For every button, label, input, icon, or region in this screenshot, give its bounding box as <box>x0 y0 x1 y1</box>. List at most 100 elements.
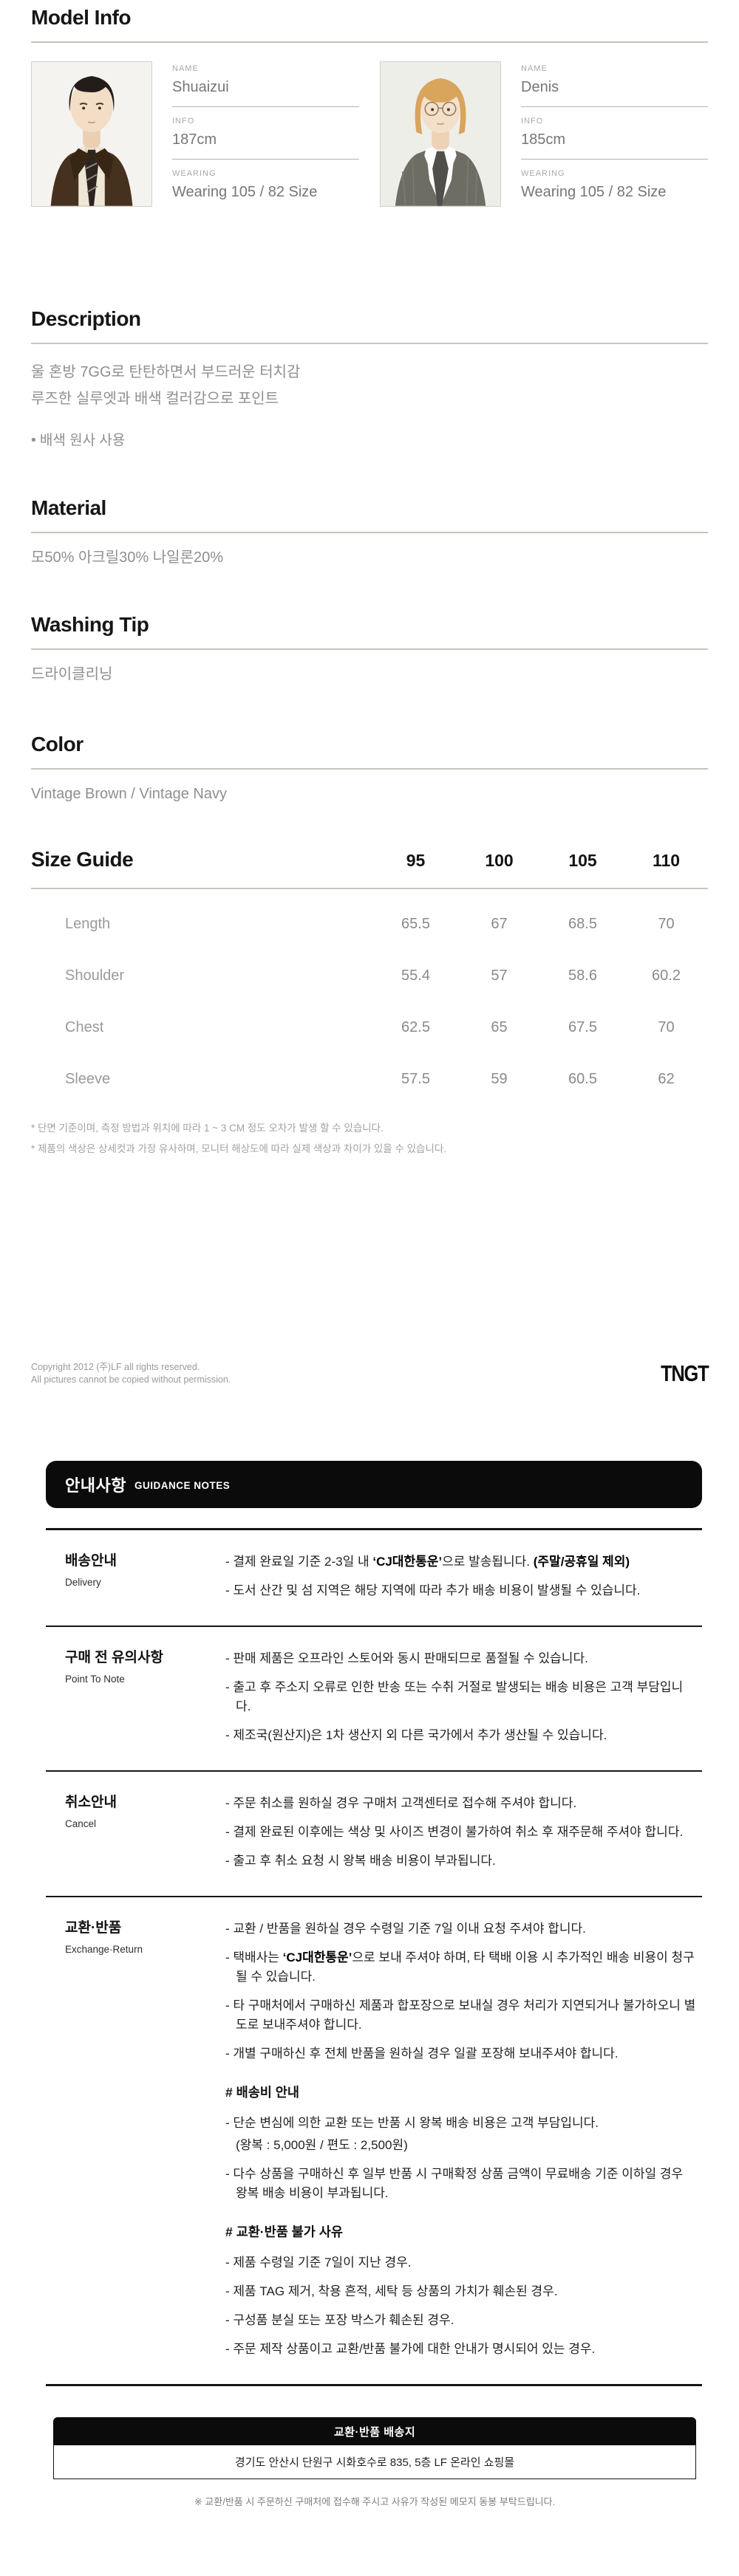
guidance-item: - 제품 TAG 제거, 착용 흔적, 세탁 등 상품의 가치가 훼손된 경우. <box>225 2284 558 2298</box>
model-info-title: Model Info <box>31 6 131 29</box>
section-divider <box>31 343 708 344</box>
size-value: 58.6 <box>568 967 597 984</box>
washing-tip-text: 드라이클리닝 <box>31 666 113 682</box>
return-address-text: 경기도 안산시 단원구 시화호수로 835, 5층 LF 온라인 쇼핑몰 <box>53 2445 696 2479</box>
size-row-chest: Chest 62.5 65 67.5 70 <box>31 1001 708 1053</box>
guidance-item: - 다수 상품을 구매하신 후 일부 반품 시 구매확정 상품 금액이 무료배송… <box>225 2167 684 2200</box>
model-cards: NAME Shuaizui INFO 187cm WEARING Wearing… <box>31 61 708 207</box>
guidance-item: - 구성품 분실 또는 포장 박스가 훼손된 경우. <box>225 2313 454 2327</box>
size-row-shoulder: Shoulder 55.4 57 58.6 60.2 <box>31 950 708 1001</box>
guidance-table: 배송안내 Delivery - 결제 완료일 기준 2-3일 내 ‘CJ대한통운… <box>46 1528 702 2386</box>
field-divider <box>521 106 708 107</box>
size-value: 65 <box>491 1018 508 1035</box>
wearing-label: WEARING <box>521 169 565 178</box>
label-ko: 취소안내 <box>65 1795 117 1810</box>
guidance-row-delivery: 배송안내 Delivery - 결제 완료일 기준 2-3일 내 ‘CJ대한통운… <box>46 1530 702 1627</box>
guidance-item: - 제품 수령일 기준 7일이 지난 경우. <box>225 2255 412 2270</box>
description-line: 루즈한 실루엣과 배색 컬러감으로 포인트 <box>31 391 279 407</box>
guidance-item: - 출고 후 주소지 오류로 인한 반송 또는 수취 거절로 발생되는 배송 비… <box>225 1680 684 1713</box>
material-title: Material <box>31 496 106 519</box>
label-ko: 구매 전 유의사항 <box>65 1650 163 1665</box>
model-name: Shuaizui <box>172 79 229 95</box>
model-wearing-size: Wearing 105 / 82 Size <box>172 184 318 200</box>
size-value: 60.2 <box>652 967 681 984</box>
size-value: 59 <box>491 1070 508 1087</box>
guidance-item: - 택배사는 ‘CJ대한통운’으로 보내 주셔야 하며, 타 택배 이용 시 추… <box>225 1950 695 1984</box>
size-guide-notes: * 단면 기준이며, 측정 방법과 위치에 따라 1 ~ 3 CM 정도 오차가… <box>31 1118 708 1159</box>
guidance-row-label: 취소안내 Cancel <box>65 1794 225 1871</box>
model-photo-denis <box>380 61 501 207</box>
guidance-item: - 주문 제작 상품이고 교환/반품 불가에 대한 안내가 명시되어 있는 경우… <box>225 2342 596 2356</box>
return-note: ※ 교환/반품 시 주문하신 구매처에 접수해 주시고 사유가 작성된 메모지 … <box>194 2496 556 2507</box>
guidance-item: - 타 구매처에서 구매하신 제품과 합포장으로 보내실 경우 처리가 지연되거… <box>225 1998 696 2032</box>
label-ko: 교환·반품 <box>65 1920 122 1936</box>
guidance-row-content: - 판매 제품은 오프라인 스토어와 동시 판매되므로 품절될 수 있습니다. … <box>225 1649 702 1745</box>
size-column-header: 100 <box>485 851 514 870</box>
size-value: 65.5 <box>401 915 430 932</box>
guidance-row-point-to-note: 구매 전 유의사항 Point To Note - 판매 제품은 오프라인 스토… <box>46 1627 702 1772</box>
guidance-item: - 개별 구매하신 후 전체 반품을 원하실 경우 일괄 포장해 보내주셔야 합… <box>225 2046 619 2061</box>
color-title: Color <box>31 733 84 756</box>
return-address-block: 교환·반품 배송지 경기도 안산시 단원구 시화호수로 835, 5층 LF 온… <box>53 2417 696 2508</box>
section-divider <box>31 888 708 889</box>
info-label: INFO <box>172 117 195 126</box>
copyright-row: Copyright 2012 (주)LF all rights reserved… <box>31 1360 709 1387</box>
size-row-label: Sleeve <box>65 1070 111 1087</box>
description-line: 울 혼방 7GG로 탄탄하면서 부드러운 터치감 <box>31 364 301 380</box>
section-divider <box>31 41 708 43</box>
size-value: 67 <box>491 915 508 932</box>
guidance-row-exchange-return: 교환·반품 Exchange·Return - 교환 / 반품을 원하실 경우 … <box>46 1897 702 2384</box>
size-guide-note: * 단면 기준이며, 측정 방법과 위치에 따라 1 ~ 3 CM 정도 오차가… <box>31 1123 384 1134</box>
size-value: 67.5 <box>568 1018 597 1035</box>
size-value: 68.5 <box>568 915 597 932</box>
wearing-label: WEARING <box>172 169 217 178</box>
field-divider <box>521 159 708 160</box>
size-value: 62.5 <box>401 1018 430 1035</box>
size-guide-note: * 제품의 색상은 상세컷과 가장 유사하며, 모니터 해상도에 따라 실제 색… <box>31 1143 447 1154</box>
size-row-length: Length 65.5 67 68.5 70 <box>31 898 708 950</box>
return-address-header: 교환·반품 배송지 <box>53 2417 696 2445</box>
washing-tip-title: Washing Tip <box>31 613 149 636</box>
description-title: Description <box>31 307 141 330</box>
size-guide-title: Size Guide <box>31 848 134 871</box>
guidance-item-continuation: (왕복 : 5,000원 / 편도 : 2,500원) <box>236 2138 408 2152</box>
model-fields: NAME Denis INFO 185cm WEARING Wearing 10… <box>521 61 708 207</box>
size-value: 57 <box>491 967 508 984</box>
guidance-row-label: 배송안내 Delivery <box>65 1552 225 1600</box>
guidance-item: - 교환 / 반품을 원하실 경우 수령일 기준 7일 이내 요청 주셔야 합니… <box>225 1922 586 1936</box>
size-guide-table: Length 65.5 67 68.5 70 Shoulder 55.4 57 … <box>31 898 708 1105</box>
section-divider <box>31 532 708 533</box>
guidance-row-label: 구매 전 유의사항 Point To Note <box>65 1649 225 1745</box>
label-en: Delivery <box>65 1577 101 1588</box>
size-row-sleeve: Sleeve 57.5 59 60.5 62 <box>31 1053 708 1105</box>
label-ko: 배송안내 <box>65 1553 117 1569</box>
size-value: 70 <box>658 1018 675 1035</box>
description-section: Description 울 혼방 7GG로 탄탄하면서 부드러운 터치감 루즈한… <box>31 307 708 451</box>
model-portrait-illustration <box>381 62 500 206</box>
model-name: Denis <box>521 79 559 95</box>
size-column-header: 105 <box>568 851 597 870</box>
guidance-subheading-shipping-fee: # 배송비 안내 <box>225 2085 299 2100</box>
guidance-item: - 결제 완료된 이후에는 색상 및 사이즈 변경이 불가하여 취소 후 재주문… <box>225 1825 684 1839</box>
guidance-item: - 단순 변심에 의한 교환 또는 반품 시 왕복 배송 비용은 고객 부담입니… <box>225 2116 599 2130</box>
size-row-label: Length <box>65 915 111 932</box>
size-value: 55.4 <box>401 967 430 984</box>
description-bullet: • 배색 원사 사용 <box>31 433 126 448</box>
name-label: NAME <box>172 64 199 73</box>
field-divider <box>172 159 359 160</box>
guidance-item: - 도서 산간 및 섬 지역은 해당 지역에 따라 추가 배송 비용이 발생될 … <box>225 1583 641 1597</box>
material-section: Material 모50% 아크릴30% 나일론20% <box>31 496 708 567</box>
model-card: NAME Denis INFO 185cm WEARING Wearing 10… <box>380 61 708 207</box>
washing-tip-section: Washing Tip 드라이클리닝 <box>31 613 708 684</box>
guidance-subheading-no-return-reasons: # 교환·반품 불가 사유 <box>225 2224 343 2239</box>
size-column-header: 95 <box>406 851 426 870</box>
material-text: 모50% 아크릴30% 나일론20% <box>31 549 224 566</box>
field-divider <box>172 106 359 107</box>
size-row-label: Shoulder <box>65 967 125 984</box>
model-height: 185cm <box>521 131 566 148</box>
size-value: 70 <box>658 915 675 932</box>
copyright-line: All pictures cannot be copied without pe… <box>31 1374 231 1385</box>
copyright-text: Copyright 2012 (주)LF all rights reserved… <box>31 1361 231 1386</box>
tngt-logo: TNGT <box>660 1360 709 1386</box>
